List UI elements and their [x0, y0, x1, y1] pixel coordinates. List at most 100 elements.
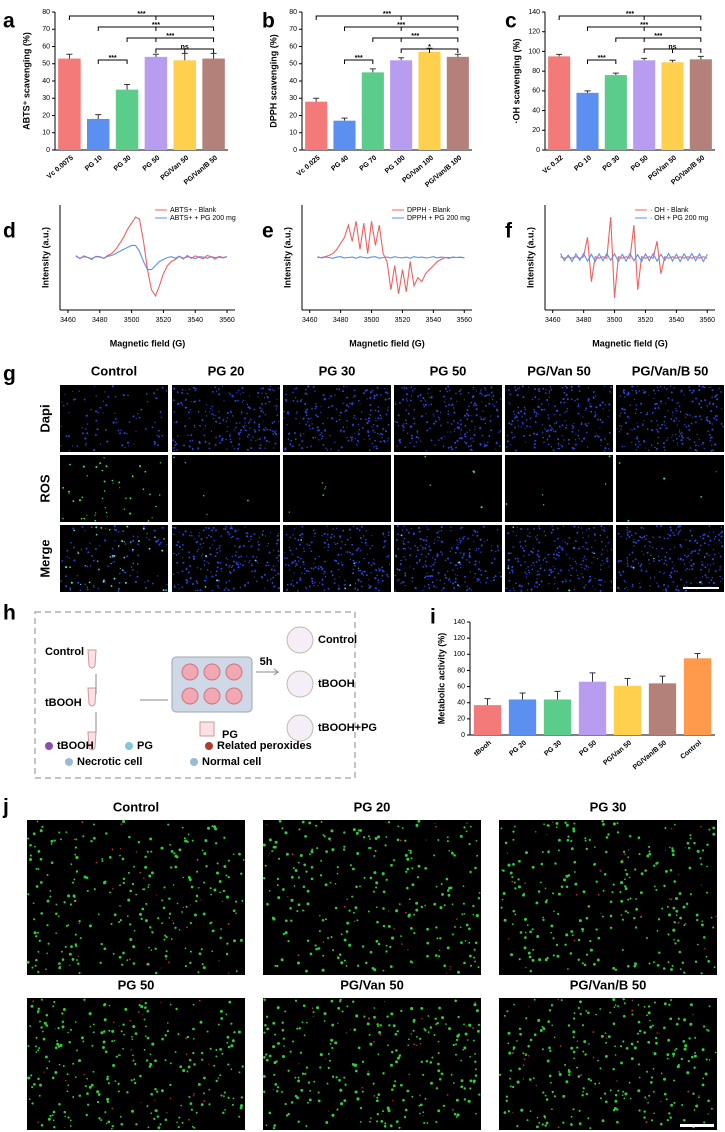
- cell: [296, 411, 299, 413]
- cell: [66, 549, 69, 552]
- cell: [104, 880, 107, 883]
- cell: [516, 526, 519, 528]
- cell: [253, 421, 256, 424]
- cell: [720, 541, 723, 544]
- cell: [193, 424, 196, 427]
- cell: [277, 587, 281, 590]
- cell: [144, 919, 148, 923]
- cell: [395, 1049, 398, 1052]
- cell: [710, 409, 713, 413]
- cell: [568, 1073, 571, 1077]
- cell: [106, 1097, 110, 1101]
- cell: [188, 417, 191, 419]
- cell: [237, 399, 239, 402]
- cell: [45, 968, 47, 971]
- cell: [400, 582, 402, 585]
- cell: [249, 560, 251, 562]
- cell: [300, 539, 303, 541]
- cell: [676, 442, 678, 444]
- cell: [554, 430, 557, 433]
- cell: [164, 954, 168, 958]
- cell: [635, 907, 638, 911]
- cell: [527, 583, 530, 585]
- cell: [355, 885, 358, 889]
- cell: [227, 875, 230, 879]
- cell: [154, 947, 157, 950]
- cell: [339, 429, 342, 432]
- cell: [212, 544, 214, 546]
- cell: [672, 440, 674, 442]
- cell: [667, 913, 672, 917]
- cell: [464, 435, 467, 438]
- cell: [268, 1111, 272, 1115]
- cell: [574, 399, 576, 402]
- cell: [559, 569, 562, 572]
- cell: [327, 1052, 330, 1055]
- cell: [406, 1089, 410, 1093]
- cell: [587, 398, 590, 401]
- cell: [86, 1077, 88, 1080]
- cell: [656, 525, 658, 527]
- cell: [66, 1073, 69, 1076]
- cell: [320, 859, 323, 862]
- cell: [47, 1117, 51, 1121]
- cell: [283, 1045, 285, 1047]
- cell: [684, 1044, 688, 1048]
- cell: [387, 423, 390, 426]
- cell: [246, 403, 249, 406]
- scale-label: 500 μm: [689, 577, 713, 584]
- cell: [508, 389, 510, 391]
- cell: [698, 1096, 700, 1099]
- cell: [509, 403, 511, 405]
- cell: [359, 569, 362, 572]
- cell: [432, 413, 434, 415]
- cell: [358, 561, 361, 563]
- cell: [178, 546, 181, 548]
- cell: [213, 540, 215, 542]
- cell: [464, 1032, 468, 1036]
- micrograph: [172, 385, 280, 452]
- cell: [654, 446, 656, 449]
- cell: [219, 544, 221, 547]
- cell: [372, 429, 375, 432]
- cell: [570, 1122, 573, 1125]
- cell: [519, 931, 523, 934]
- cell: [78, 499, 82, 502]
- cell: [683, 585, 686, 587]
- cell: [608, 566, 610, 568]
- cell: [181, 388, 184, 391]
- cell: [351, 1063, 355, 1066]
- cell: [273, 1073, 276, 1076]
- cell: [233, 429, 235, 431]
- cell: [338, 388, 341, 391]
- micrograph: [394, 455, 502, 522]
- cell: [181, 911, 183, 913]
- cell: [629, 404, 632, 406]
- cell: [652, 1090, 655, 1093]
- cell: [462, 1048, 465, 1051]
- cell: [401, 398, 404, 401]
- cell: [691, 534, 693, 537]
- cell: [495, 408, 498, 411]
- cell: [665, 388, 668, 390]
- cell: [221, 385, 224, 387]
- cell: [103, 480, 106, 483]
- cell: [78, 920, 81, 923]
- cell: [523, 917, 528, 921]
- cell: [113, 561, 116, 563]
- cell: [639, 586, 642, 589]
- cell: [565, 553, 568, 556]
- cell: [405, 911, 407, 914]
- cell: [411, 1095, 414, 1098]
- cell: [289, 536, 292, 539]
- x-tick-label: PG 10: [84, 155, 104, 173]
- cell: [688, 866, 692, 870]
- cell: [577, 403, 580, 406]
- cell: [635, 390, 637, 392]
- cell: [536, 1125, 539, 1129]
- cell: [295, 548, 298, 550]
- cell: [409, 960, 413, 963]
- cell: [82, 465, 85, 468]
- y-tick-label: 20: [532, 127, 540, 134]
- cell: [28, 1098, 31, 1101]
